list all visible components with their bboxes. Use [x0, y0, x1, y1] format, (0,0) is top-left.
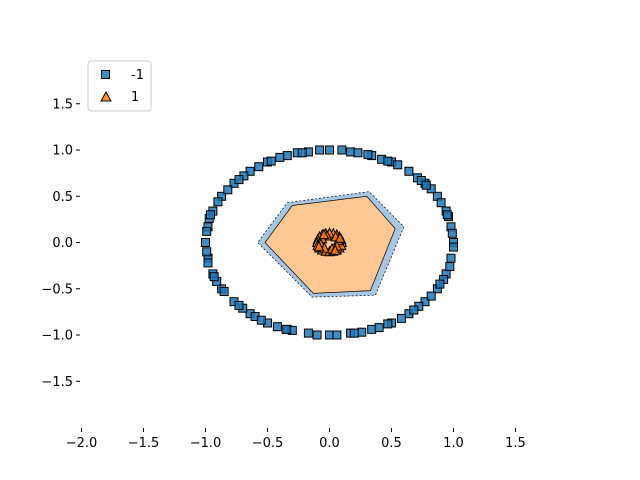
point-class-neg1	[266, 156, 276, 166]
point-class-neg1	[404, 166, 414, 176]
point-class-neg1	[256, 315, 266, 325]
point-class-neg1	[346, 147, 356, 157]
point-class-pos1	[329, 244, 341, 255]
point-class-neg1	[223, 185, 233, 195]
point-class-neg1	[315, 145, 325, 155]
decision-regions	[257, 191, 405, 298]
point-class-neg1	[409, 305, 419, 315]
point-class-neg1	[254, 162, 264, 172]
point-class-neg1	[436, 198, 446, 208]
point-class-neg1	[349, 328, 359, 338]
data-points	[201, 145, 458, 340]
point-class-neg1	[332, 330, 342, 340]
point-class-neg1	[282, 151, 292, 161]
point-class-neg1	[337, 145, 347, 155]
y-tick-label: −1.5	[41, 375, 73, 390]
x-tick-label: 0.0	[319, 436, 340, 451]
point-class-neg1	[447, 228, 457, 238]
point-class-neg1	[426, 291, 436, 301]
y-tick-label: −1.0	[41, 329, 73, 344]
x-tick-label: 0.5	[381, 436, 402, 451]
legend-label-pos: 1	[131, 90, 139, 105]
legend-marker-square	[101, 70, 110, 79]
point-class-neg1	[312, 330, 322, 340]
point-class-neg1	[435, 279, 445, 289]
point-class-neg1	[353, 148, 363, 158]
point-class-neg1	[303, 328, 313, 338]
point-class-neg1	[449, 242, 458, 252]
point-class-neg1	[202, 226, 212, 236]
point-class-neg1	[393, 160, 403, 170]
point-class-pos1	[318, 228, 330, 240]
x-tick-label: 1.5	[505, 436, 526, 451]
point-class-neg1	[363, 150, 373, 160]
point-class-neg1	[445, 262, 455, 272]
point-class-neg1	[420, 297, 430, 307]
point-class-neg1	[442, 210, 452, 220]
x-tick-label: 1.0	[443, 436, 464, 451]
point-class-neg1	[383, 319, 393, 329]
point-class-neg1	[201, 238, 210, 247]
point-class-neg1	[202, 247, 212, 257]
y-axis: −1.5 −1.0 −0.5 0.0 0.5 1.0 1.5	[41, 97, 80, 390]
legend: -1 1	[87, 60, 152, 112]
point-class-neg1	[206, 210, 215, 220]
x-axis: −2.0 −1.5 −1.0 −0.5 0.0 0.5 1.0 1.5	[66, 428, 526, 451]
y-tick-label: 1.5	[52, 97, 73, 112]
y-tick-label: 0.5	[52, 190, 73, 205]
point-class-neg1	[272, 322, 282, 332]
point-class-neg1	[297, 148, 307, 158]
point-class-neg1	[367, 324, 377, 334]
point-class-neg1	[245, 166, 255, 176]
point-class-neg1	[325, 145, 334, 155]
point-class-neg1	[325, 330, 334, 340]
decision-region-inner	[264, 195, 396, 294]
point-class-neg1	[357, 327, 367, 337]
point-class-pos1	[313, 240, 325, 252]
point-class-neg1	[234, 300, 244, 310]
point-class-neg1	[421, 180, 431, 190]
x-tick-label: −2.0	[66, 436, 98, 451]
point-class-neg1	[209, 272, 219, 282]
y-tick-label: 0.0	[52, 236, 73, 251]
legend-label-neg: -1	[131, 68, 144, 83]
y-tick-label: 1.0	[52, 144, 73, 159]
point-class-pos1	[334, 232, 346, 243]
point-class-neg1	[383, 156, 393, 166]
x-tick-label: −1.5	[128, 436, 160, 451]
point-class-neg1	[234, 175, 244, 185]
point-class-neg1	[281, 324, 291, 334]
point-class-neg1	[219, 287, 229, 296]
legend-marker-triangle	[100, 90, 112, 102]
point-class-neg1	[203, 258, 213, 268]
point-class-neg1	[446, 253, 456, 263]
point-class-neg1	[416, 176, 426, 185]
point-class-neg1	[213, 197, 223, 207]
point-class-neg1	[275, 152, 285, 162]
x-tick-label: −0.5	[252, 436, 284, 451]
x-tick-label: −1.0	[190, 436, 222, 451]
point-class-neg1	[396, 313, 406, 323]
y-tick-label: −0.5	[41, 282, 73, 297]
point-class-neg1	[374, 323, 384, 333]
